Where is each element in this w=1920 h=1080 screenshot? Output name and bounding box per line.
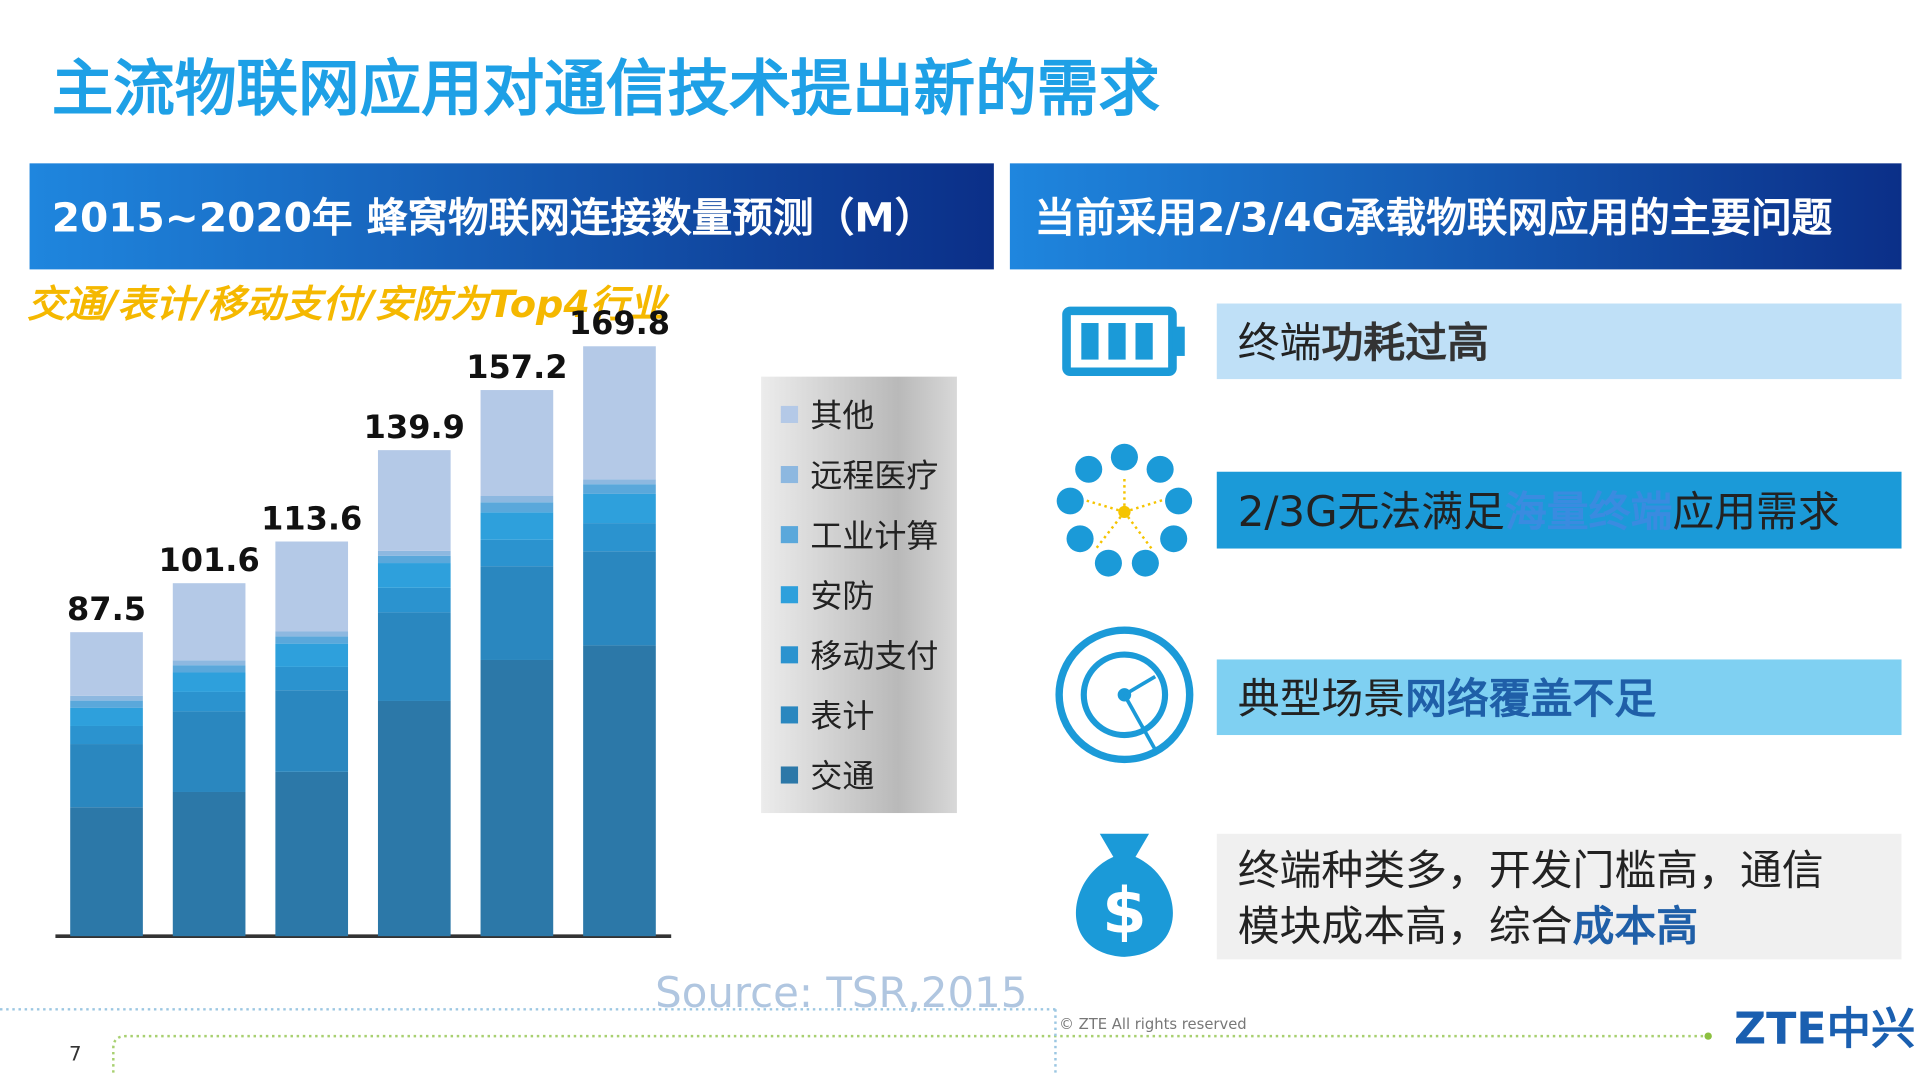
bar-segment	[480, 566, 554, 660]
issue-text-part: 终端	[1238, 318, 1322, 367]
bar-segment	[480, 512, 554, 540]
bar-segment	[377, 563, 451, 588]
bar-segment	[172, 665, 246, 673]
total-label: 169.8	[569, 304, 670, 342]
issue-text-part: 终端种类多，开发门槛高，通信	[1238, 846, 1824, 895]
legend-swatch	[780, 405, 799, 423]
issue-text-part: 成本高	[1573, 902, 1699, 951]
issue-text-part: 典型场景	[1238, 674, 1405, 723]
battery-icon	[1062, 306, 1185, 377]
bar-segment	[583, 479, 656, 485]
bar-segment	[70, 707, 143, 726]
bar-segment	[172, 791, 246, 937]
bar-segment	[172, 691, 246, 712]
total-label: 157.2	[466, 348, 567, 386]
legend-label: 远程医疗	[810, 457, 938, 495]
svg-text:$: $	[1102, 875, 1147, 949]
bar-segment	[70, 807, 143, 937]
network-icon	[1056, 443, 1193, 577]
issue-text-part: 应用需求	[1672, 487, 1839, 536]
bar-segment	[70, 695, 143, 701]
legend-swatch	[780, 706, 799, 724]
bar-segment	[172, 672, 246, 692]
issue-text: 终端种类多，开发门槛高，通信	[1238, 846, 1824, 895]
total-label: 101.6	[158, 541, 259, 579]
legend-swatch	[780, 766, 799, 784]
total-label: 139.9	[364, 408, 465, 446]
bar-segment	[172, 583, 246, 661]
footer-dot	[1704, 1032, 1712, 1040]
total-label: 113.6	[261, 499, 362, 537]
total-label: 87.5	[67, 590, 146, 628]
chart-title: 2015~2020年 蜂窝物联网连接数量预测（M）	[52, 194, 936, 242]
bar-segment	[377, 587, 451, 613]
legend-label: 其他	[810, 397, 874, 435]
legend-swatch	[780, 466, 799, 484]
bar-segment	[377, 555, 451, 564]
issue-text: 典型场景网络覆盖不足	[1238, 674, 1657, 723]
legend-label: 表计	[810, 697, 874, 735]
bar-segment	[583, 523, 656, 552]
left-header-bg	[29, 163, 994, 270]
issue-text-part: 网络覆盖不足	[1405, 674, 1656, 723]
bar-segment	[583, 484, 656, 494]
bar-segment	[275, 631, 349, 637]
issue-box	[1216, 471, 1902, 549]
legend-swatch	[780, 526, 799, 544]
bar-segment	[172, 711, 246, 792]
issue-text-part: 功耗过高	[1321, 318, 1488, 367]
issue-box	[1216, 659, 1902, 736]
issue-text-part: 模块成本高，综合	[1238, 902, 1573, 951]
bar-segment	[377, 612, 451, 701]
legend-swatch	[780, 646, 799, 664]
bar-segment	[480, 502, 554, 513]
bar-segment	[480, 496, 554, 503]
bar-segment	[377, 450, 451, 551]
chart-subtitle: 交通/表计/移动支付/安防为Top4行业	[27, 282, 670, 326]
legend-label: 工业计算	[810, 517, 938, 555]
bar-segment	[275, 636, 349, 644]
bar-segment	[377, 700, 451, 937]
issue-text: 2/3G无法满足海量终端应用需求	[1238, 487, 1840, 536]
legend-label: 安防	[810, 577, 874, 615]
bar-segment	[172, 660, 246, 666]
legend-label: 移动支付	[810, 637, 938, 675]
footer-line	[112, 1034, 1706, 1073]
bar-segment	[275, 690, 349, 772]
issue-text: 终端功耗过高	[1238, 318, 1489, 367]
issue-text-part: 海量终端	[1505, 487, 1672, 536]
bar-segment	[583, 493, 656, 524]
bar-segment	[70, 632, 143, 696]
bar-segment	[70, 725, 143, 745]
logo: ZTE中兴	[1734, 1004, 1915, 1055]
bar-segment	[480, 659, 554, 937]
bar-segment	[275, 643, 349, 667]
bar-segment	[275, 541, 349, 632]
legend-label: 交通	[810, 757, 874, 795]
bar-segment	[275, 771, 349, 937]
issue-box	[1216, 303, 1902, 380]
bar-segment	[275, 666, 349, 691]
page-number: 7	[69, 1043, 82, 1066]
bar-segment	[480, 390, 554, 497]
coverage-icon	[1055, 626, 1194, 764]
source: Source: TSR,2015	[655, 968, 1027, 1017]
bar-segment	[480, 539, 554, 567]
legend-swatch	[780, 586, 799, 604]
bar-segment	[583, 346, 656, 480]
slide-title: 主流物联网应用对通信技术提出新的需求	[52, 54, 1161, 125]
right-header-bg	[1009, 163, 1902, 270]
bar-segment	[583, 645, 656, 937]
bar-segment	[377, 550, 451, 556]
issue-box	[1216, 833, 1902, 960]
copyright: © ZTE All rights reserved	[1059, 1016, 1247, 1033]
bar-segment	[583, 551, 656, 646]
issue-text: 模块成本高，综合成本高	[1238, 902, 1698, 951]
cost-icon: $	[1075, 833, 1173, 957]
issue-text-part: 2/3G无法满足	[1238, 487, 1505, 536]
right-header: 当前采用2/3/4G承载物联网应用的主要问题	[1035, 194, 1833, 242]
bar-segment	[70, 700, 143, 708]
bar-segment	[70, 744, 143, 808]
